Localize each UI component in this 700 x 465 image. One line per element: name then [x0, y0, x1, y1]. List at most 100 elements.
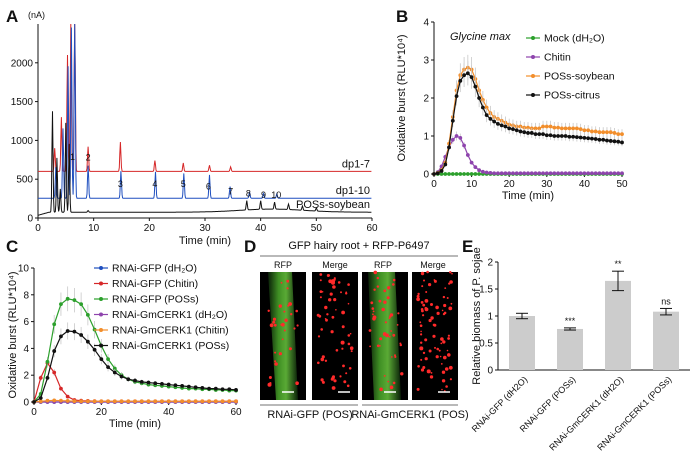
- c-point-rnai-gfp-poss: [45, 359, 50, 364]
- b-point-poss-citrus: [492, 119, 497, 124]
- c-y-tick-label: 10: [18, 264, 30, 275]
- c-point-rnai-gmcerk1-chitin: [79, 399, 84, 404]
- rfp-dot: [328, 274, 331, 277]
- b-point-chitin: [541, 171, 545, 176]
- rfp-dot: [445, 385, 448, 388]
- c-point-rnai-gmcerk1-poss: [126, 377, 131, 382]
- c-legend-label-rnai-gfp-poss: RNAi-GFP (POSs): [112, 294, 199, 306]
- rfp-dot: [383, 375, 386, 377]
- b-point-poss-soybean: [616, 132, 621, 137]
- rfp-dot: [422, 303, 426, 307]
- rfp-dot: [382, 332, 387, 336]
- c-point-rnai-gmcerk1-chitin: [59, 398, 63, 403]
- b-x-tick-label: 40: [579, 179, 591, 190]
- rfp-dot: [443, 355, 447, 360]
- b-point-poss-citrus: [537, 132, 542, 137]
- b-point-poss-soybean: [586, 128, 591, 133]
- c-point-rnai-gmcerk1-chitin: [126, 399, 131, 404]
- b-point-chitin: [529, 171, 534, 176]
- c-point-rnai-gmcerk1-chitin: [99, 399, 104, 404]
- rfp-dot: [450, 302, 453, 305]
- rfp-dot: [324, 318, 327, 320]
- rfp-dot: [283, 310, 286, 313]
- rfp-dot: [320, 357, 325, 362]
- b-x-tick-label: 0: [431, 179, 437, 190]
- c-point-rnai-gmcerk1-poss: [92, 347, 97, 352]
- e-bar-rnai-gmcerk1-dh2o: [605, 280, 631, 370]
- b-point-chitin: [556, 171, 560, 176]
- e-bar-rnai-gfp-dh2o: [509, 316, 535, 370]
- rfp-dot: [428, 283, 432, 287]
- rfp-dot: [438, 349, 441, 352]
- c-point-rnai-gmcerk1-chitin: [220, 399, 225, 404]
- c-point-rnai-gmcerk1-chitin: [45, 398, 50, 403]
- a-x-tick-label: 0: [35, 223, 41, 234]
- col-label-rfp-1: RFP: [274, 260, 292, 270]
- rfp-dot: [420, 271, 425, 276]
- b-point-chitin: [499, 171, 504, 176]
- a-peak-label: 10: [271, 190, 281, 200]
- rfp-dot: [384, 321, 387, 324]
- b-point-poss-citrus: [608, 139, 613, 143]
- b-point-poss-citrus: [590, 136, 594, 141]
- b-point-poss-soybean: [578, 127, 583, 132]
- rfp-dot: [440, 337, 444, 341]
- panel-label-e: E: [462, 237, 473, 256]
- rfp-dot: [320, 328, 324, 331]
- rfp-dot: [346, 384, 350, 388]
- b-point-poss-soybean: [582, 128, 587, 133]
- rfp-dot: [443, 303, 447, 308]
- rfp-dot: [283, 329, 286, 332]
- b-x-tick-label: 30: [541, 179, 553, 190]
- c-legend-label-rnai-gmcerk1-chitin: RNAi-GmCERK1 (Chitin): [112, 325, 229, 337]
- rfp-dot: [342, 364, 345, 368]
- c-legend-marker: [99, 297, 103, 301]
- b-point-chitin: [514, 171, 519, 176]
- c-point-rnai-gmcerk1-chitin: [200, 399, 205, 404]
- b-point-poss-soybean: [526, 125, 530, 130]
- b-point-mock-dh-o: [447, 172, 451, 176]
- a-y-tick-label: 0: [27, 214, 33, 225]
- c-point-rnai-gmcerk1-poss: [186, 384, 191, 389]
- b-point-chitin: [511, 171, 515, 176]
- b-point-poss-citrus: [578, 135, 583, 140]
- rfp-dot: [324, 359, 328, 362]
- b-point-poss-citrus: [499, 123, 504, 128]
- c-point-rnai-gfp-poss: [72, 298, 77, 303]
- rfp-dot: [373, 270, 378, 275]
- e-bar-rnai-gfp-poss: [557, 328, 583, 370]
- b-point-poss-citrus: [552, 134, 557, 138]
- b-point-chitin: [488, 170, 493, 175]
- rfp-dot: [392, 381, 396, 385]
- b-point-chitin: [450, 137, 455, 142]
- rfp-dot: [333, 379, 337, 383]
- b-point-poss-citrus: [556, 134, 560, 138]
- rfp-dot: [341, 347, 344, 350]
- rfp-dot: [392, 333, 396, 337]
- rfp-dot: [420, 358, 423, 361]
- rfp-dot: [390, 330, 392, 332]
- rfp-dot: [335, 309, 337, 311]
- c-point-rnai-gmcerk1-chitin: [186, 399, 191, 404]
- c-point-rnai-gmcerk1-poss: [119, 374, 124, 379]
- b-point-chitin: [469, 160, 474, 165]
- b-line-poss-soybean: [433, 66, 622, 175]
- panel-label-c: C: [6, 237, 18, 256]
- rfp-dot: [372, 313, 374, 316]
- rfp-dot: [267, 309, 270, 312]
- c-y-tick-label: 6: [23, 317, 29, 328]
- a-y-tick-label: 2000: [11, 58, 34, 69]
- rfp-dot: [329, 292, 333, 296]
- c-legend-marker: [99, 312, 103, 317]
- rfp-dot: [441, 309, 444, 312]
- rfp-dot: [400, 372, 404, 376]
- c-point-rnai-gmcerk1-poss: [106, 365, 110, 370]
- rfp-dot: [420, 308, 424, 311]
- rfp-dot: [446, 297, 449, 299]
- panel-label-b: B: [396, 7, 408, 26]
- b-y-tick-label: 1: [423, 132, 429, 143]
- rfp-dot: [428, 318, 432, 323]
- b-point-chitin: [544, 171, 549, 176]
- rfp-dot: [296, 324, 299, 327]
- c-point-rnai-gmcerk1-chitin: [227, 399, 232, 404]
